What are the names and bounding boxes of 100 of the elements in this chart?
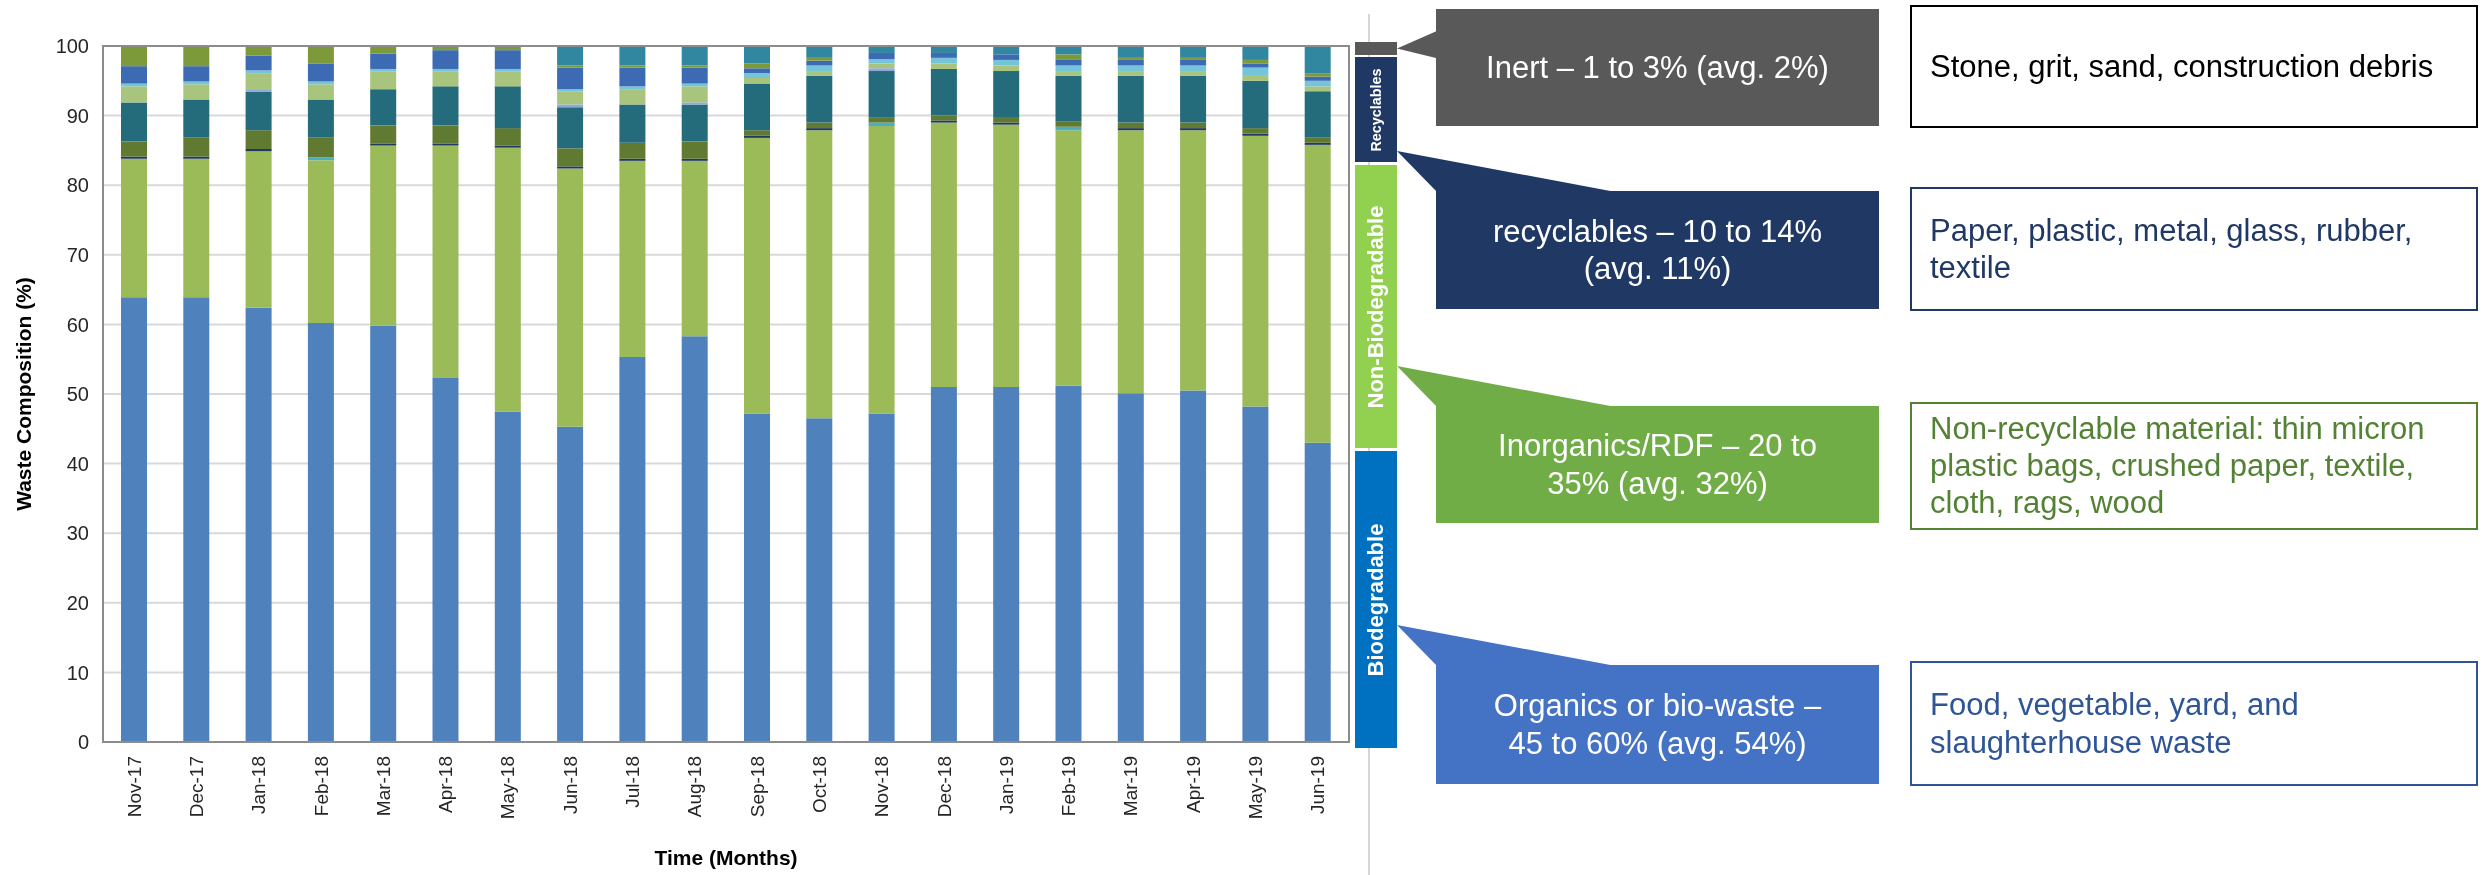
bar [494,50,521,69]
bar [993,65,1020,72]
bar [930,52,957,58]
bar [432,125,459,144]
bar [1055,130,1082,386]
bar [1304,91,1331,138]
bar [744,46,770,64]
y-tick-label: 20 [66,591,89,614]
bar [1304,73,1331,77]
bar [619,86,646,90]
bar [307,46,334,64]
y-tick-label: 70 [66,243,89,266]
x-tick-label: Jan-18 [248,756,270,815]
bar [681,104,708,142]
x-tick-label: Jun-19 [1307,756,1329,815]
bar [1117,71,1144,76]
bar [1242,46,1269,60]
callout: Inorganics/RDF – 20 to 35% (avg. 32%) [1397,366,1879,523]
bar [183,99,210,138]
bar [1242,135,1269,407]
description-box: Stone, grit, sand, construction debris [1910,5,2478,128]
bar [370,46,397,54]
bar [1117,128,1144,131]
bar [806,130,833,419]
x-tick-label: May-18 [497,756,519,820]
bar [868,126,895,414]
bar [993,116,1020,123]
y-tick-label: 0 [77,731,89,754]
bar [494,128,521,146]
bar [557,148,584,167]
bar [681,336,708,742]
bar [307,99,334,138]
bar [1304,86,1331,92]
bar [432,377,459,742]
y-tick-label: 100 [55,35,89,58]
bar [868,63,895,69]
bar [494,147,521,412]
bar [370,89,397,126]
bar [868,52,895,60]
bar [121,156,147,159]
x-tick-label: Dec-18 [933,756,955,818]
bar [1180,122,1207,129]
bar [619,67,646,87]
x-tick-label: Mar-18 [372,756,394,817]
bar [930,122,957,388]
bar [619,142,646,159]
bar [183,84,210,100]
bar [245,307,272,742]
bar [245,91,272,131]
bar [494,86,521,129]
bar [1055,54,1082,60]
bar [744,78,770,84]
bar [370,53,397,69]
bar [1304,46,1331,74]
bar [307,137,334,158]
bar [1304,80,1331,87]
bar [121,46,147,67]
bar [432,50,459,69]
bar [307,63,334,82]
bar [557,104,584,108]
bar [806,57,833,61]
bar [494,68,521,72]
bar [1055,65,1082,72]
bar [557,168,584,427]
bar [183,81,210,85]
bar [121,141,147,157]
bar [557,91,584,105]
bar [494,411,521,742]
y-axis-title: Waste Composition (%) [12,277,36,511]
x-axis-title: Time (Months) [654,846,798,870]
bar [245,55,272,71]
bar [183,66,210,82]
bar [806,65,833,72]
x-tick-label: Jun-18 [559,756,581,815]
bar [121,66,147,84]
bar [121,158,147,298]
y-tick-label: 50 [66,383,89,406]
bar [1055,71,1082,76]
bar [494,145,521,148]
bar [183,156,210,159]
y-tick-label: 40 [66,452,89,475]
bar [681,86,708,103]
x-tick-label: Feb-19 [1058,756,1080,817]
bar [930,120,957,123]
bar [1242,128,1269,134]
bar [1242,75,1269,81]
x-tick-label: Jul-18 [622,756,644,808]
bar [432,71,459,87]
bar [744,137,770,414]
bar [370,145,397,326]
bar [1304,137,1331,143]
bar [183,46,210,67]
bar [307,157,334,161]
bar [557,166,584,169]
x-tick-label: Nov-18 [871,756,893,818]
bar [619,46,646,66]
bar [1304,76,1331,81]
bar [1304,144,1331,443]
bar [370,325,397,742]
description-box: Paper, plastic, metal, glass, rubber, textile [1910,187,2478,311]
